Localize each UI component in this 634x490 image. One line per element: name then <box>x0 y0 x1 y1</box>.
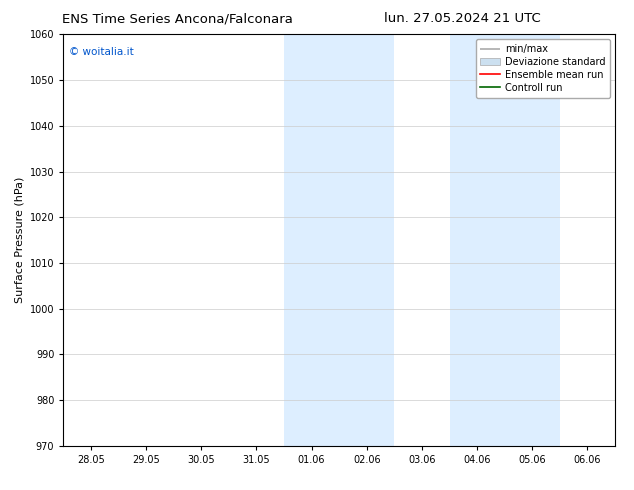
Bar <box>450 34 560 446</box>
Y-axis label: Surface Pressure (hPa): Surface Pressure (hPa) <box>14 177 24 303</box>
Text: © woitalia.it: © woitalia.it <box>69 47 134 57</box>
Legend: min/max, Deviazione standard, Ensemble mean run, Controll run: min/max, Deviazione standard, Ensemble m… <box>476 39 610 98</box>
Text: lun. 27.05.2024 21 UTC: lun. 27.05.2024 21 UTC <box>384 12 541 25</box>
Text: ENS Time Series Ancona/Falconara: ENS Time Series Ancona/Falconara <box>62 12 293 25</box>
Bar <box>284 34 394 446</box>
